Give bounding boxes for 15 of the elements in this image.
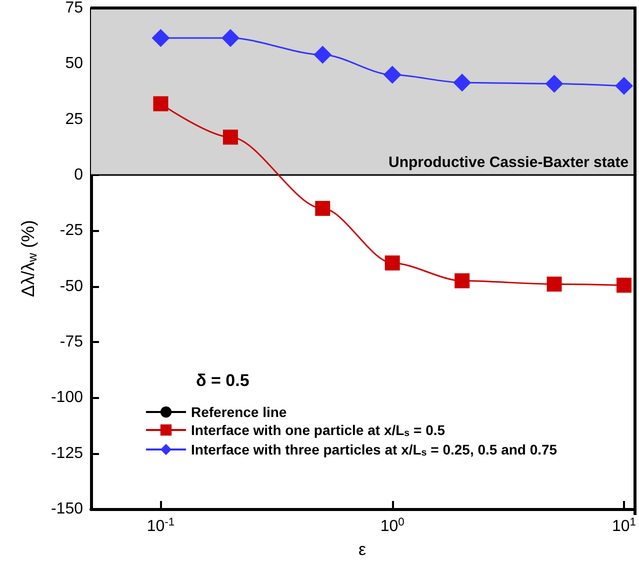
- annotation: δ = 0.5: [196, 371, 250, 390]
- y-tick-label: 75: [65, 0, 84, 16]
- y-tick-label: -100: [50, 389, 84, 406]
- legend-label: Reference line: [191, 404, 287, 420]
- y-tick-label: -75: [60, 334, 84, 350]
- band-label: Unproductive Cassie-Baxter state: [388, 154, 629, 171]
- y-tick-label: 25: [65, 110, 84, 128]
- y-axis-title: Δλ/λw (%): [18, 220, 40, 298]
- y-tick-label: 50: [65, 55, 84, 72]
- y-tick-label: -50: [60, 278, 84, 295]
- y-tick-label: -25: [60, 222, 84, 240]
- y-tick-label: -150: [50, 500, 84, 518]
- x-axis-title: ε: [358, 540, 366, 559]
- y-tick-label: 0: [74, 166, 84, 184]
- y-tick-label: -125: [50, 444, 84, 462]
